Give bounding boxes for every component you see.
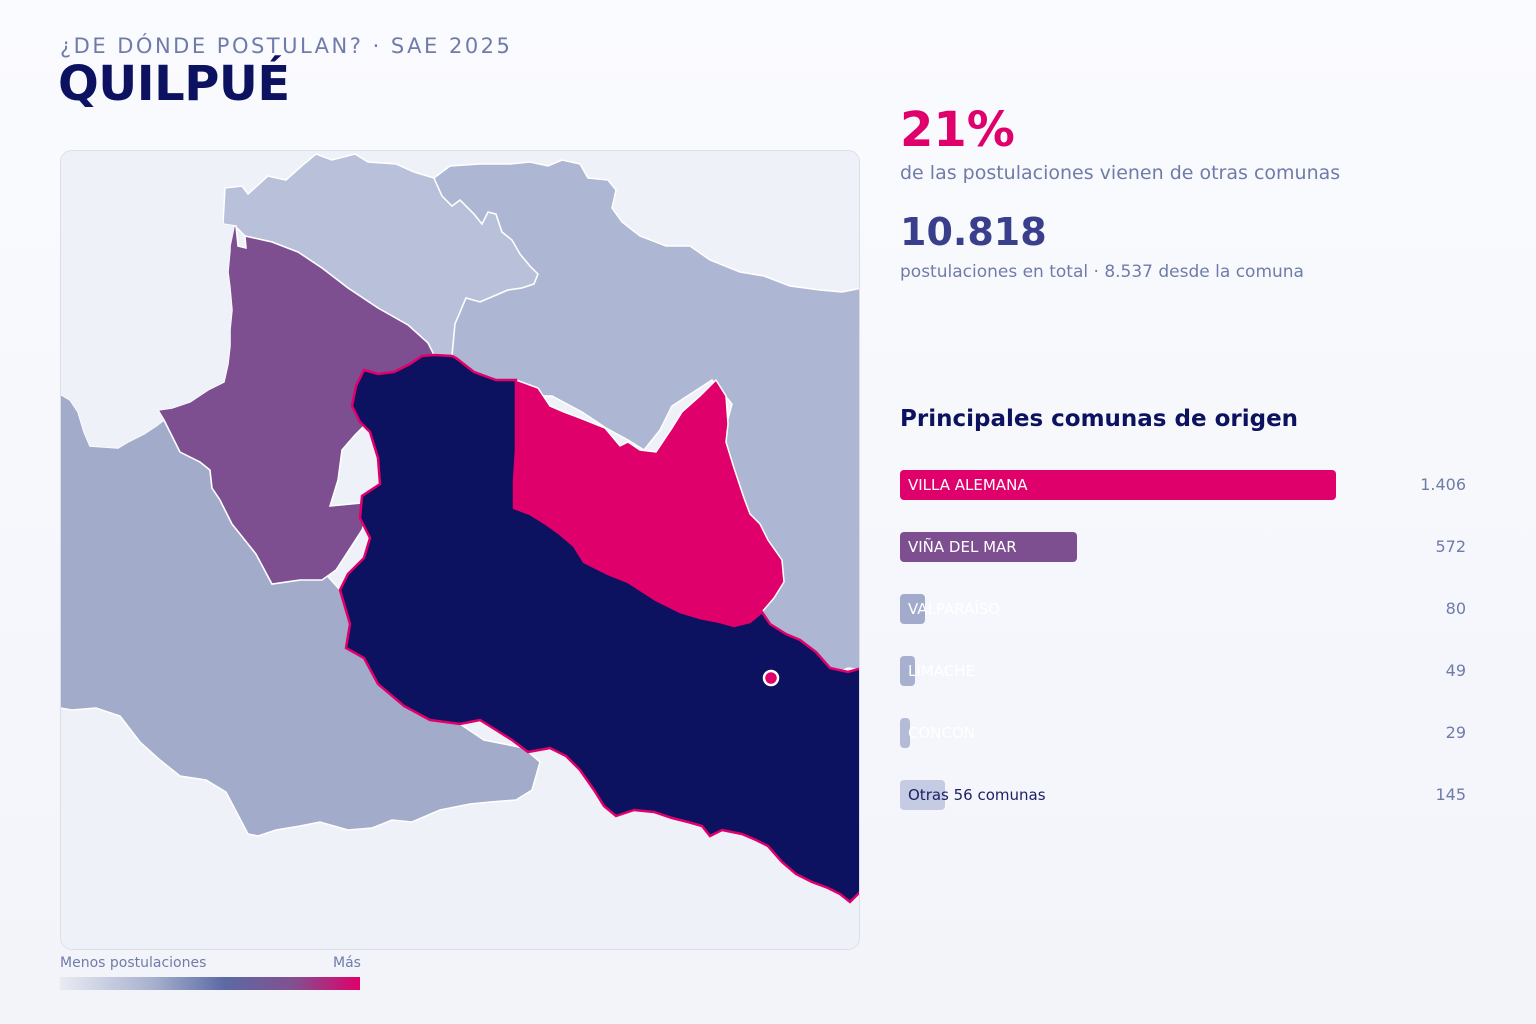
- ranking-value: 1.406: [1420, 475, 1466, 494]
- ranking-bar: [900, 532, 1077, 562]
- region-quilpue[interactable]: [338, 353, 860, 904]
- ranking-value: 572: [1435, 537, 1466, 556]
- ranking-title: Principales comunas de origen: [900, 406, 1299, 432]
- legend-low-label: Menos postulaciones: [60, 955, 207, 971]
- region-coast-north: [61, 151, 235, 448]
- ranking-label: Otras 56 comunas: [908, 786, 1046, 804]
- ranking-label: CONCÓN: [908, 724, 976, 742]
- ranking-label: VIÑA DEL MAR: [908, 538, 1017, 556]
- ranking-row-villa-alemana[interactable]: VILLA ALEMANA 1.406: [900, 470, 1466, 500]
- ranking-label: VILLA ALEMANA: [908, 476, 1028, 494]
- legend-high-label: Más: [333, 955, 361, 971]
- ranking-row-vina-del-mar[interactable]: VIÑA DEL MAR 572: [900, 532, 1466, 562]
- commune-map[interactable]: [60, 150, 860, 950]
- ranking-bar: [900, 780, 945, 810]
- ranking-value: 29: [1445, 723, 1466, 742]
- ranking-row-concon[interactable]: CONCÓN 29: [900, 718, 1466, 748]
- ranking-bar: [900, 470, 1336, 500]
- quilpue-center-marker[interactable]: [762, 669, 780, 687]
- ranking-value: 49: [1445, 661, 1466, 680]
- total-caption: postulaciones en total · 8.537 desde la …: [900, 262, 1304, 282]
- page-kicker: ¿DE DÓNDE POSTULAN? · SAE 2025: [60, 34, 513, 58]
- ranking-value: 80: [1445, 599, 1466, 618]
- page-title: QUILPUÉ: [58, 56, 290, 112]
- ranking-bar: [900, 656, 915, 686]
- total-applications: 10.818: [900, 210, 1047, 254]
- ranking-bar: [900, 718, 910, 748]
- ranking-row-limache[interactable]: LIMACHE 49: [900, 656, 1466, 686]
- ranking-value: 145: [1435, 785, 1466, 804]
- ranking-label: VALPARAÍSO: [908, 600, 1001, 618]
- ranking-bar: [900, 594, 925, 624]
- map-svg: [61, 151, 860, 949]
- ranking-label: LIMACHE: [908, 662, 975, 680]
- ranking-row-valparaiso[interactable]: VALPARAÍSO 80: [900, 594, 1466, 624]
- ranking-row-otras[interactable]: Otras 56 comunas 145: [900, 780, 1466, 810]
- external-caption: de las postulaciones vienen de otras com…: [900, 162, 1341, 184]
- external-percentage: 21%: [900, 102, 1015, 158]
- legend-gradient-bar: [60, 977, 360, 990]
